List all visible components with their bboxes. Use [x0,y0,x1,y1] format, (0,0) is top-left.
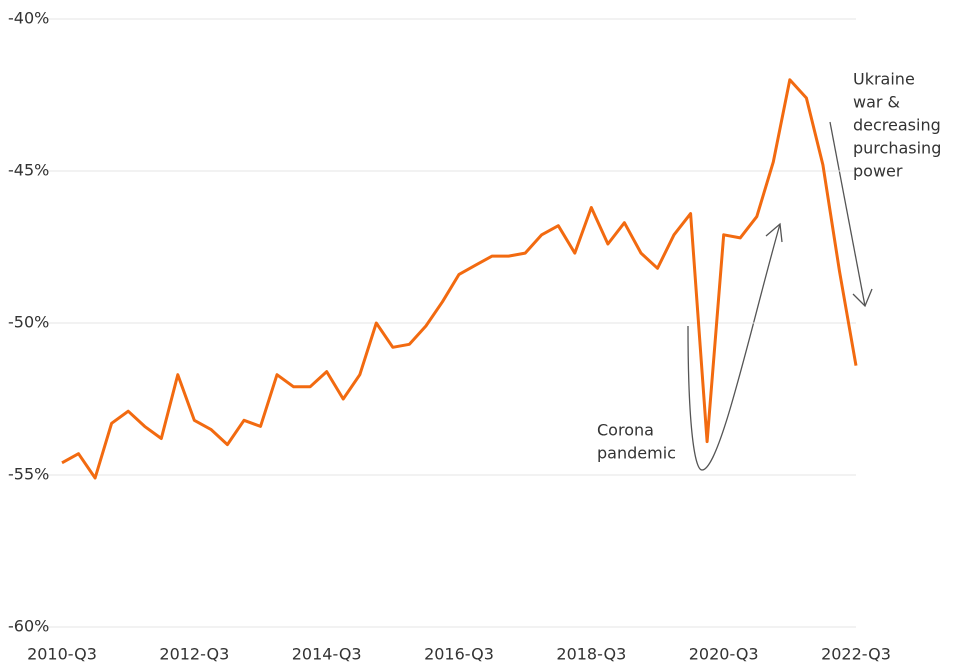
corona-arrow [687,223,781,471]
y-tick-label: -45% [8,161,49,180]
x-tick-label: 2010-Q3 [27,645,97,664]
annotation: power [853,162,903,181]
x-tick-label: 2018-Q3 [556,645,626,664]
annotation: purchasing [853,139,941,158]
ukraine-arrow [829,121,866,307]
y-tick-label: -50% [8,313,49,332]
annotation: war & [853,93,900,112]
data-line [61,78,858,480]
annotation: Ukraine [853,70,915,89]
annotation: Corona [597,421,654,440]
y-tick-label: -55% [8,465,49,484]
x-tick-label: 2016-Q3 [424,645,494,664]
annotation: pandemic [597,444,676,463]
x-tick-label: 2014-Q3 [292,645,362,664]
corona-arrowhead [765,222,783,243]
y-tick-label: -60% [8,617,49,636]
ukraine-arrowhead [852,288,873,308]
annotation: decreasing [853,116,941,135]
x-tick-label: 2012-Q3 [159,645,229,664]
annotation-arrows [687,121,873,471]
x-tick-label: 2022-Q3 [821,645,891,664]
y-tick-label: -40% [8,9,49,28]
x-tick-label: 2020-Q3 [689,645,759,664]
